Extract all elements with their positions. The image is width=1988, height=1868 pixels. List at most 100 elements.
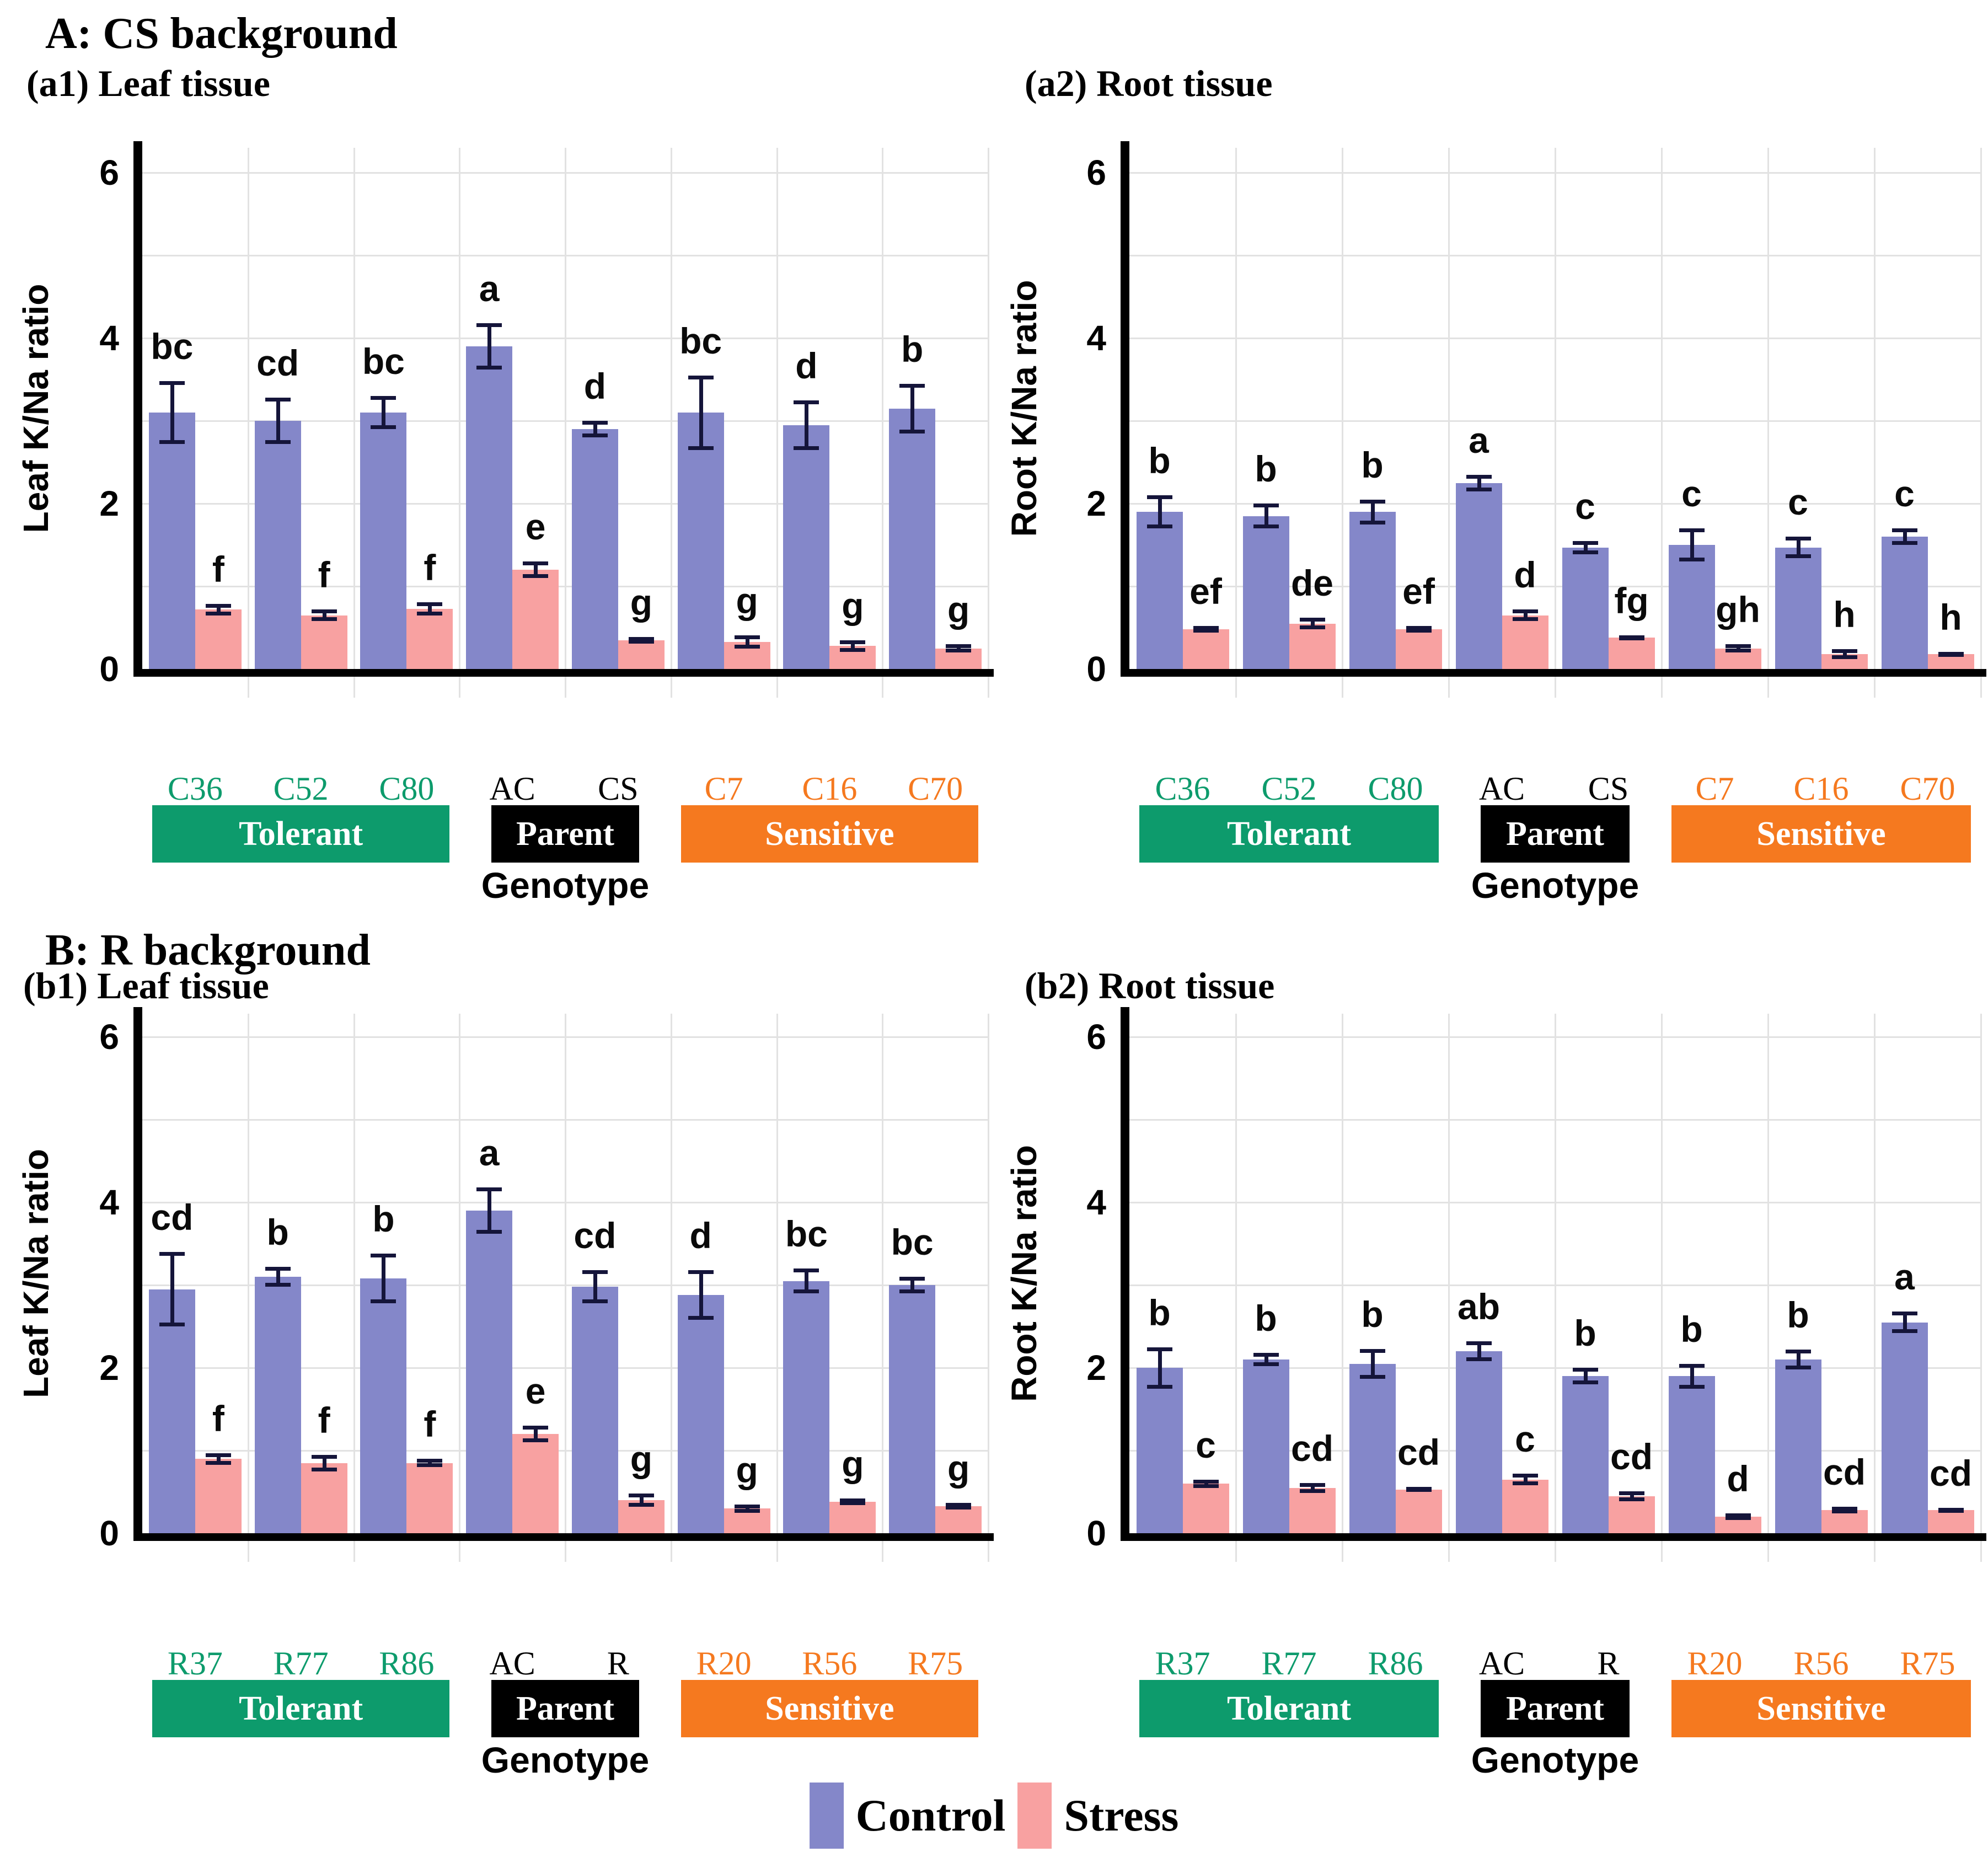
significance-letter: d xyxy=(1514,554,1536,595)
error-bar-line xyxy=(1796,537,1801,558)
stress-bar xyxy=(1502,1479,1548,1533)
gridline-vertical xyxy=(670,148,672,698)
control-bar xyxy=(889,408,936,669)
y-tick-label: 4 xyxy=(1086,318,1106,358)
x-axis-line xyxy=(133,669,994,677)
error-bar-cap-bottom xyxy=(1406,1488,1432,1492)
gridline-vertical xyxy=(1448,148,1450,698)
error-bar-cap-bottom xyxy=(1406,629,1432,633)
control-bar xyxy=(1455,1351,1502,1533)
stress-bar xyxy=(1502,615,1548,669)
group-band-label: Sensitive xyxy=(1756,1689,1886,1727)
gridline-vertical xyxy=(459,1014,461,1562)
stress-bar xyxy=(1927,654,1974,669)
error-bar-cap-top xyxy=(794,1268,819,1272)
error-bar-line xyxy=(639,1494,644,1507)
error-bar-cap-bottom xyxy=(1679,558,1705,561)
genotype-label: C16 xyxy=(1793,770,1849,807)
error-bar-line xyxy=(1523,609,1528,621)
error-bar-cap-top xyxy=(1785,1350,1811,1353)
gridline-vertical xyxy=(776,148,778,698)
error-bar-line xyxy=(276,398,280,444)
stress-bar xyxy=(1608,638,1655,669)
error-bar-cap-bottom xyxy=(371,425,396,429)
error-bar-line xyxy=(1842,649,1847,659)
error-bar-line xyxy=(382,1254,386,1303)
control-bar xyxy=(1775,547,1821,669)
error-bar-line xyxy=(851,640,855,652)
significance-letter: b xyxy=(1255,448,1277,489)
error-bar-cap-top xyxy=(688,375,714,379)
control-bar xyxy=(148,413,195,669)
error-bar-cap-bottom xyxy=(1725,1516,1751,1520)
error-bar-line xyxy=(957,644,961,652)
gridline-vertical xyxy=(1342,148,1343,698)
gridline-vertical xyxy=(353,1014,355,1562)
stress-bar xyxy=(195,609,242,669)
stress-bar xyxy=(724,1508,770,1533)
error-bar-line xyxy=(699,1270,703,1320)
significance-letter: cd xyxy=(1823,1452,1866,1492)
y-tick-label: 6 xyxy=(99,153,119,192)
genotype-label: R56 xyxy=(1793,1645,1849,1682)
error-bar-line xyxy=(1264,504,1268,528)
significance-letter: cd xyxy=(1290,1427,1334,1469)
gridline-vertical xyxy=(670,1014,672,1562)
section-b-title: B: R background xyxy=(45,926,371,975)
error-bar-line xyxy=(745,635,749,649)
genotype-label: AC xyxy=(1478,1645,1525,1682)
error-bar-cap-top xyxy=(582,1270,608,1274)
y-tick-label: 4 xyxy=(99,318,119,358)
error-bar-cap-bottom xyxy=(794,446,819,450)
y-tick-label: 0 xyxy=(99,1513,119,1553)
error-bar-cap-top xyxy=(1725,1513,1751,1517)
error-bar-cap-bottom xyxy=(311,1467,337,1471)
error-bar-cap-bottom xyxy=(582,1299,608,1303)
error-bar-cap-top xyxy=(688,1270,714,1274)
error-bar-line xyxy=(1310,1482,1315,1493)
error-bar-cap-bottom xyxy=(1512,1481,1538,1485)
error-bar-cap-top xyxy=(1359,499,1385,504)
error-bar-cap-bottom xyxy=(946,1505,972,1510)
genotype-label: R37 xyxy=(167,1645,223,1682)
group-band-sensitive: Sensitive xyxy=(680,1680,978,1737)
error-bar-cap-bottom xyxy=(1146,1384,1172,1389)
control-bar xyxy=(889,1285,936,1533)
significance-letter: a xyxy=(479,1132,500,1173)
error-bar-cap-top xyxy=(1572,540,1598,545)
error-bar-cap-bottom xyxy=(476,366,502,370)
y-tick-label: 4 xyxy=(99,1182,119,1222)
significance-letter: f xyxy=(212,1398,224,1439)
error-bar-cap-bottom xyxy=(1253,1362,1279,1366)
stress-bar xyxy=(301,615,347,669)
error-bar-line xyxy=(487,1187,492,1234)
stress-bar xyxy=(1608,1496,1655,1533)
error-bar-line xyxy=(1477,1341,1481,1361)
gridline-vertical xyxy=(1342,1014,1343,1562)
error-bar-cap-bottom xyxy=(159,440,185,444)
error-bar-line xyxy=(745,1504,749,1513)
error-bar-line xyxy=(487,323,492,370)
significance-letter: bc xyxy=(362,341,405,382)
control-bar xyxy=(254,1277,301,1533)
section-a-title: A: CS background xyxy=(45,9,398,58)
stress-bar xyxy=(512,1434,559,1533)
error-bar-cap-bottom xyxy=(946,649,972,652)
error-bar-line xyxy=(593,1270,597,1303)
significance-letter: g xyxy=(630,1438,653,1479)
error-bar-cap-bottom xyxy=(734,644,760,649)
genotype-label: CS xyxy=(1588,770,1629,807)
gridline-vertical xyxy=(1874,1014,1876,1562)
significance-letter: a xyxy=(1894,1256,1915,1297)
x-axis-line xyxy=(133,1533,994,1541)
stress-bar xyxy=(406,608,453,669)
genotype-label: C36 xyxy=(1155,770,1210,807)
gridline-vertical xyxy=(247,1014,249,1562)
genotype-label: R75 xyxy=(908,1645,963,1682)
gridline-vertical xyxy=(1767,1014,1769,1562)
error-bar-line xyxy=(1903,528,1907,545)
significance-letter: d xyxy=(689,1215,712,1256)
error-bar-cap-top xyxy=(1466,474,1492,479)
group-band-label: Sensitive xyxy=(765,815,894,853)
error-bar-cap-top xyxy=(523,1426,549,1430)
